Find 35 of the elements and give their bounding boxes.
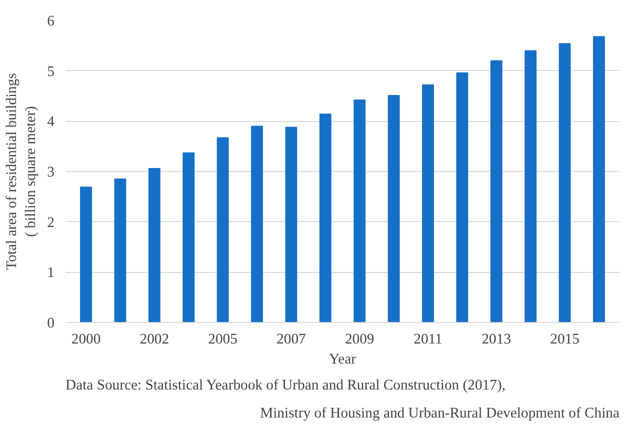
bar [558,43,571,322]
y-tick-label: 2 [47,214,54,231]
y-tick-label: 1 [47,265,54,282]
bar [285,126,298,322]
bar [456,72,468,322]
bar [524,50,537,322]
x-tick-label: 2007 [276,332,306,348]
bar [80,186,92,322]
bar [251,126,263,322]
bar [216,137,229,322]
x-tick-label: 2009 [344,332,374,348]
bar [319,114,332,322]
bar [490,60,502,322]
y-tick-label: 0 [47,316,54,332]
text: Ministry of Housing and Urban-Rural Development of China [260,406,620,422]
x-tick-label: 2013 [482,332,512,348]
y-tick-label: 5 [47,64,54,80]
x-tick-label: 2000 [71,332,101,348]
x-axis-title: Year [328,352,356,368]
y-tick-label: 6 [47,14,54,30]
bar [388,94,400,322]
x-tick-label: 2002 [140,332,170,348]
bar [148,168,160,322]
source-note: Data Source: Statistical Yearbook of Urban and Rural Construction (2017), [66,378,506,394]
x-tick-label: 2005 [208,332,238,348]
bar [422,84,434,322]
bar [354,100,366,322]
y-axis-title: Total area of residential buildings ( billion square meter) [4,72,40,270]
bar [593,36,605,322]
y-tick-label: 4 [47,114,56,130]
bar [114,178,126,322]
x-tick-label: 2011 [414,332,442,348]
y-tick-label: 3 [47,164,54,180]
bar [182,152,195,322]
x-tick-label: 2015 [550,332,580,348]
